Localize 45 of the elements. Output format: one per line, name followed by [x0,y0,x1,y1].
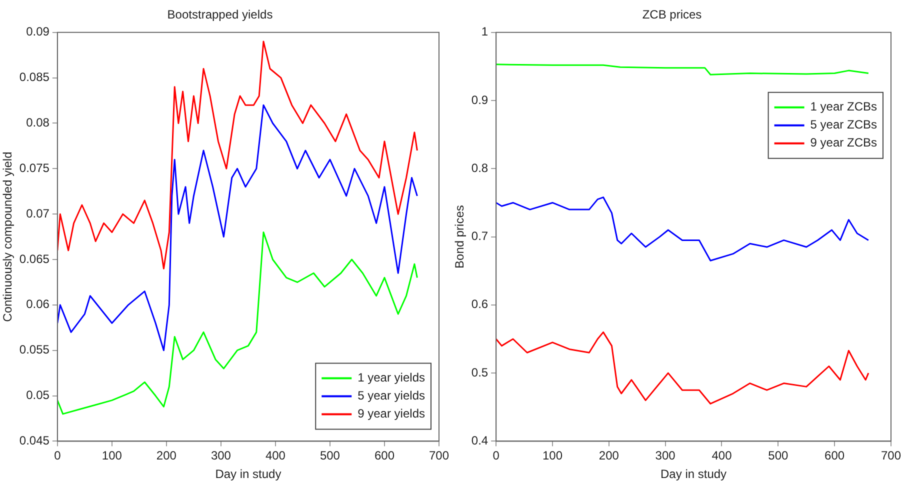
legend-label: 1 year yields [358,370,425,385]
x-tick-label: 400 [712,448,732,463]
y-tick-label: 0.045 [19,434,50,448]
y-tick-label: 0.6 [471,297,488,312]
y-tick-label: 0.9 [471,92,488,107]
y-tick-label: 0.5 [471,365,488,380]
x-tick-label: 700 [428,448,450,463]
x-tick-label: 0 [492,448,500,463]
x-tick-label: 500 [320,448,340,463]
y-tick-label: 0.08 [26,116,50,130]
x-tick-label: 200 [156,448,177,463]
y-tick-label: 0.05 [26,388,50,402]
y-axis-title: Continuously compounded yield [0,152,15,322]
y-tick-label: 0.09 [26,24,50,39]
x-tick-label: 0 [54,448,62,463]
y-tick-label: 1 [481,24,488,39]
y-tick-label: 0.06 [26,297,50,312]
y-tick-label: 0.8 [471,160,488,175]
x-tick-label: 400 [265,448,286,463]
legend-label: 9 year ZCBs [810,136,877,150]
legend-label: 1 year ZCBs [810,100,877,114]
x-tick-label: 100 [542,448,563,463]
x-tick-label: 100 [102,448,122,463]
y-tick-label: 0.075 [19,160,50,175]
x-tick-label: 500 [768,448,788,463]
legend-label: 5 year ZCBs [810,118,877,132]
x-tick-label: 700 [880,448,902,463]
y-tick-label: 0.065 [19,252,50,266]
y-tick-label: 0.07 [26,206,50,220]
x-tick-label: 300 [655,448,676,463]
y-axis-title: Bond prices [452,205,467,268]
y-tick-label: 0.085 [19,70,50,84]
y-tick-label: 0.055 [19,342,50,357]
x-axis-title: Day in study [660,467,727,482]
legend-label: 5 year yields [358,388,425,403]
legend-label: 9 year yields [358,406,425,421]
chart-title: Bootstrapped yields [167,8,273,22]
x-axis-title: Day in study [215,467,282,482]
chart-title: ZCB prices [642,8,702,22]
x-tick-label: 600 [824,448,845,463]
x-tick-label: 300 [210,448,232,463]
x-tick-label: 200 [598,448,620,463]
y-tick-label: 0.4 [471,434,488,448]
x-tick-label: 600 [374,448,395,463]
y-tick-label: 0.7 [471,229,488,244]
